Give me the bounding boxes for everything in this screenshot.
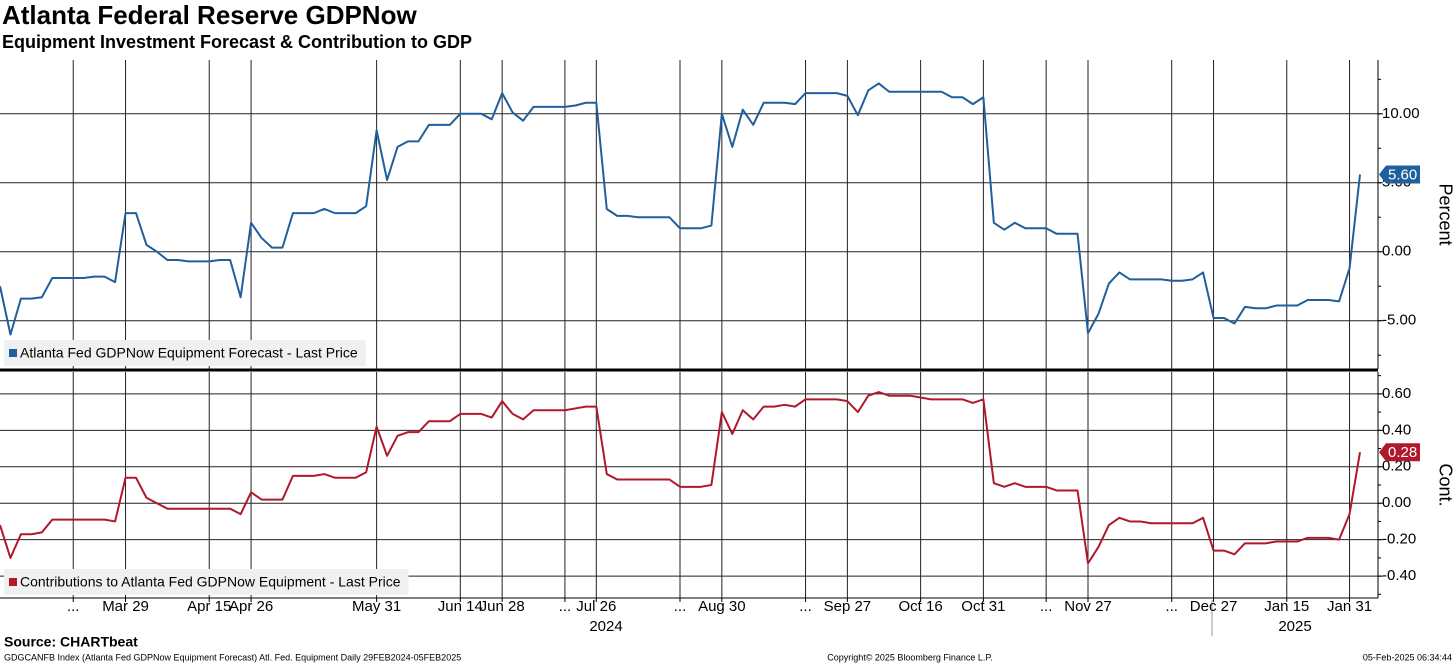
x-tick-label: ...: [1040, 598, 1053, 615]
last-value-label: 5.60: [1388, 166, 1417, 183]
last-value-box: [1379, 443, 1420, 462]
legend-label: Atlanta Fed GDPNow Equipment Forecast - …: [20, 345, 358, 361]
footer-left: GDGCANFB Index (Atlanta Fed GDPNow Equip…: [4, 652, 461, 662]
last-value-box: [1379, 165, 1420, 184]
y-tick-label: 0.00: [1382, 243, 1411, 260]
legend-label: Contributions to Atlanta Fed GDPNow Equi…: [20, 574, 401, 590]
footer-right: 05-Feb-2025 06:34:44: [1363, 652, 1452, 662]
series-line: [0, 82, 1361, 336]
y-tick-label: 0.20: [1382, 458, 1411, 475]
x-tick-label: Oct 31: [961, 598, 1005, 615]
x-tick-label: Apr 15: [187, 598, 231, 615]
series-line: [0, 391, 1361, 565]
y-tick-label: -0.20: [1382, 531, 1416, 548]
x-tick-label: ...: [1165, 598, 1178, 615]
x-tick-label: Jan 31: [1327, 598, 1372, 615]
chart-title: Atlanta Federal Reserve GDPNow: [2, 0, 417, 30]
source: Source: CHARTbeat: [4, 634, 138, 650]
x-tick-label: ...: [674, 598, 687, 615]
x-tick-label: Dec 27: [1190, 598, 1238, 615]
x-tick-label: Mar 29: [102, 598, 149, 615]
x-tick-label: May 31: [352, 598, 401, 615]
x-tick-label: ...: [559, 598, 572, 615]
x-tick-label: Nov 27: [1064, 598, 1112, 615]
year-label: 2025: [1278, 618, 1311, 635]
legend-box: [4, 340, 366, 366]
x-tick-label: Aug 30: [698, 598, 746, 615]
footer-center: Copyright© 2025 Bloomberg Finance L.P.: [827, 652, 993, 662]
x-tick-label: Jan 15: [1264, 598, 1309, 615]
y-tick-label: 10.00: [1382, 105, 1420, 122]
x-tick-label: ...: [67, 598, 80, 615]
x-tick-label: Jun 14: [438, 598, 483, 615]
y-tick-label: -0.40: [1382, 567, 1416, 584]
y-tick-label: 0.40: [1382, 421, 1411, 438]
chart-subtitle: Equipment Investment Forecast & Contribu…: [2, 32, 472, 52]
legend-swatch: [9, 578, 17, 586]
legend-swatch: [9, 349, 17, 357]
y-tick-label: -5.00: [1382, 312, 1416, 329]
last-value-label: 0.28: [1388, 444, 1417, 461]
y-axis-label: Percent: [1435, 183, 1455, 245]
x-tick-label: ...: [799, 598, 812, 615]
legend-box: [4, 569, 409, 595]
year-label: 2024: [589, 618, 622, 635]
y-axis-label: Cont.: [1435, 463, 1455, 506]
x-tick-label: Jun 28: [480, 598, 525, 615]
x-tick-label: Apr 26: [229, 598, 273, 615]
y-tick-label: 0.60: [1382, 385, 1411, 402]
y-tick-label: 0.00: [1382, 494, 1411, 511]
x-tick-label: Jul 26: [576, 598, 616, 615]
x-tick-label: Sep 27: [824, 598, 872, 615]
x-tick-label: Oct 16: [899, 598, 943, 615]
